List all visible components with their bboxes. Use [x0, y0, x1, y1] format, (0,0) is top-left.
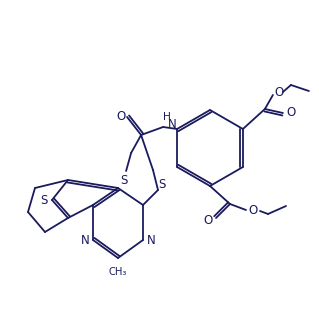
- Text: O: O: [286, 106, 295, 119]
- Text: S: S: [40, 193, 48, 207]
- Text: CH₃: CH₃: [109, 267, 127, 277]
- Text: N: N: [81, 233, 89, 246]
- Text: S: S: [120, 173, 128, 187]
- Text: O: O: [249, 203, 258, 217]
- Text: S: S: [158, 178, 166, 191]
- Text: N: N: [168, 118, 176, 130]
- Text: O: O: [204, 213, 213, 227]
- Text: N: N: [147, 233, 155, 246]
- Text: O: O: [116, 110, 126, 124]
- Text: H: H: [163, 112, 171, 122]
- Text: O: O: [274, 86, 284, 100]
